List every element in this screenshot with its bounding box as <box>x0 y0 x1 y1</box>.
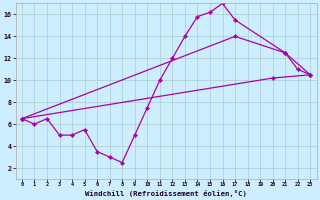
X-axis label: Windchill (Refroidissement éolien,°C): Windchill (Refroidissement éolien,°C) <box>85 190 247 197</box>
